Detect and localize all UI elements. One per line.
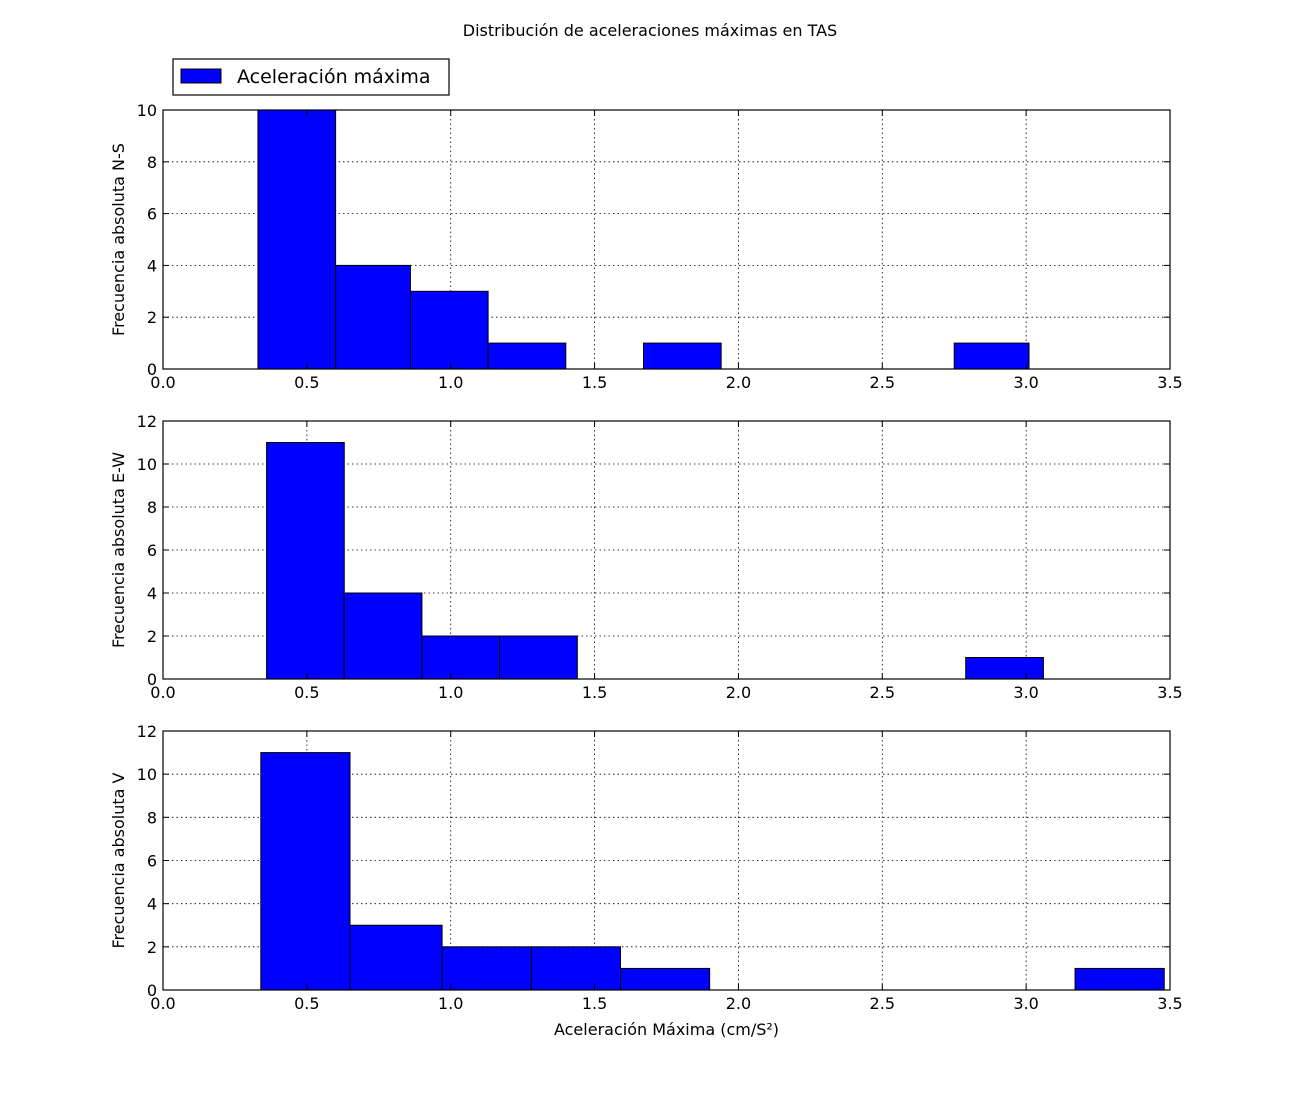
x-tick-label: 2.5 (870, 994, 895, 1013)
x-tick-label: 3.5 (1157, 683, 1182, 702)
x-tick-label: 1.0 (438, 683, 463, 702)
histogram-bar-ns (257, 109, 337, 370)
y-tick-label: 4 (147, 895, 157, 914)
x-tick-label: 2.0 (726, 994, 751, 1013)
x-tick-label: 0.0 (150, 994, 175, 1013)
legend-label: Aceleración máxima (237, 66, 430, 88)
y-tick-label: 12 (137, 722, 157, 741)
y-axis-label-v: Frecuencia absoluta V (109, 772, 128, 948)
y-tick-label: 0 (147, 670, 157, 689)
y-tick-label: 2 (147, 938, 157, 957)
histogram-bar-ns (953, 342, 1030, 370)
y-tick-label: 8 (147, 498, 157, 517)
histogram-bar-v (1074, 967, 1165, 991)
x-tick-label: 3.0 (1013, 994, 1038, 1013)
histogram-bar-ew (499, 635, 578, 680)
histogram-bar-ew (965, 657, 1044, 680)
x-tick-label: 1.0 (438, 373, 463, 392)
x-tick-label: 0.0 (150, 373, 175, 392)
y-tick-label: 2 (147, 627, 157, 646)
x-tick-label: 0.0 (150, 683, 175, 702)
x-axis-label-v: Aceleración Máxima (cm/S²) (554, 1020, 779, 1039)
y-tick-label: 6 (147, 541, 157, 560)
histogram-bar-v (441, 946, 532, 991)
y-tick-label: 2 (147, 308, 157, 327)
y-tick-label: 6 (147, 205, 157, 224)
legend: Aceleración máxima (172, 58, 450, 96)
x-tick-label: 1.5 (582, 683, 607, 702)
histogram-bar-ew (266, 442, 345, 680)
x-tick-label: 1.5 (582, 373, 607, 392)
y-tick-label: 8 (147, 808, 157, 827)
y-tick-label: 10 (137, 101, 157, 120)
histogram-bar-v (530, 946, 621, 991)
x-tick-label: 2.0 (726, 683, 751, 702)
x-tick-label: 0.5 (294, 683, 319, 702)
x-tick-label: 1.5 (582, 994, 607, 1013)
y-tick-label: 8 (147, 153, 157, 172)
x-tick-label: 0.5 (294, 373, 319, 392)
histogram-bar-ns (487, 342, 567, 370)
x-tick-label: 3.0 (1013, 373, 1038, 392)
legend-swatch (180, 68, 222, 84)
y-axis-label-ns: Frecuencia absoluta N-S (109, 143, 128, 336)
histogram-bar-v (349, 924, 443, 991)
histogram-bar-v (260, 752, 351, 991)
y-tick-label: 10 (137, 455, 157, 474)
y-tick-label: 0 (147, 981, 157, 1000)
x-tick-label: 3.5 (1157, 994, 1182, 1013)
histogram-bar-ns (642, 342, 722, 370)
histogram-bar-v (619, 967, 711, 991)
panel-v: 0.0 0.5 1.0 1.5 2.0 2.5 3.0 3.5 0 2 4 6 8 10 12 Frecuen… (109, 722, 1183, 1039)
axes-frame-ns (162, 109, 1171, 370)
histogram-bar-ns (335, 264, 411, 370)
y-axis-label-ew: Frecuencia absoluta E-W (109, 452, 128, 648)
y-tick-label: 6 (147, 852, 157, 871)
histogram-bar-ns (409, 290, 489, 370)
figure-title: Distribución de aceleraciones máximas en… (463, 21, 837, 40)
y-tick-label: 4 (147, 256, 157, 275)
panel-ew: 0.0 0.5 1.0 1.5 2.0 2.5 3.0 3.5 0 2 4 6 8 10 12 Frecuen… (109, 412, 1183, 702)
x-tick-label: 3.5 (1157, 373, 1182, 392)
panel-ns: 0.0 0.5 1.0 1.5 2.0 2.5 3.0 3.5 0 2 4 6 8 10 Frecuenci… (109, 101, 1183, 392)
y-tick-label: 0 (147, 360, 157, 379)
x-tick-label: 2.0 (726, 373, 751, 392)
y-tick-label: 4 (147, 584, 157, 603)
y-tick-label: 10 (137, 765, 157, 784)
histogram-bar-ew (343, 592, 423, 680)
x-tick-label: 2.5 (870, 683, 895, 702)
x-tick-label: 3.0 (1013, 683, 1038, 702)
x-tick-label: 1.0 (438, 994, 463, 1013)
y-tick-label: 12 (137, 412, 157, 431)
x-tick-label: 0.5 (294, 994, 319, 1013)
x-tick-label: 2.5 (870, 373, 895, 392)
histogram-bar-ew (421, 635, 501, 680)
